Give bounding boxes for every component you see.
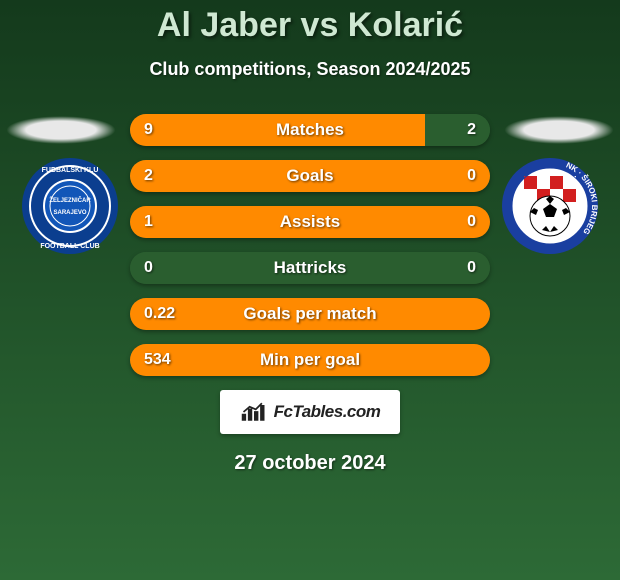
svg-text:ŽELJEZNIČAR: ŽELJEZNIČAR xyxy=(49,196,91,204)
stat-row: 534Min per goal xyxy=(130,344,490,376)
stat-label: Hattricks xyxy=(186,258,434,278)
page-title: Al Jaber vs Kolarić xyxy=(0,0,620,45)
zeljeznicar-badge-icon: FUDBALSKI KLU FOOTBALL CLUB ŽELJEZNIČAR … xyxy=(20,156,120,256)
stat-row: 9Matches2 xyxy=(130,114,490,146)
stat-label: Goals xyxy=(186,166,434,186)
source-logo-text: FcTables.com xyxy=(274,402,381,422)
stat-row: 0Hattricks0 xyxy=(130,252,490,284)
stat-label: Goals per match xyxy=(186,304,434,324)
subtitle: Club competitions, Season 2024/2025 xyxy=(0,59,620,80)
stat-label: Min per goal xyxy=(186,350,434,370)
stat-row: 0.22Goals per match xyxy=(130,298,490,330)
stat-value-right: 0 xyxy=(434,167,490,185)
source-logo: FcTables.com xyxy=(220,390,400,434)
stat-row: 2Goals0 xyxy=(130,160,490,192)
stat-value-left: 0.22 xyxy=(130,305,186,323)
shadow-disc-right xyxy=(504,116,614,144)
date-label: 27 october 2024 xyxy=(0,452,620,475)
stat-label: Matches xyxy=(186,120,434,140)
stat-value-left: 9 xyxy=(130,121,186,139)
stat-value-left: 534 xyxy=(130,351,186,369)
stat-value-right: 2 xyxy=(434,121,490,139)
content-area: FUDBALSKI KLU FOOTBALL CLUB ŽELJEZNIČAR … xyxy=(0,114,620,475)
stat-value-left: 0 xyxy=(130,259,186,277)
svg-text:FUDBALSKI KLU: FUDBALSKI KLU xyxy=(42,167,99,174)
siroki-brijeg-badge-icon: NK · ŠIROKI BRIJEG xyxy=(500,156,600,256)
stat-value-left: 2 xyxy=(130,167,186,185)
stat-row: 1Assists0 xyxy=(130,206,490,238)
comparison-card: Al Jaber vs Kolarić Club competitions, S… xyxy=(0,0,620,580)
stat-label: Assists xyxy=(186,212,434,232)
stat-value-left: 1 xyxy=(130,213,186,231)
stat-bars: 9Matches22Goals01Assists00Hattricks00.22… xyxy=(130,114,490,376)
stat-value-right: 0 xyxy=(434,259,490,277)
crest-left: FUDBALSKI KLU FOOTBALL CLUB ŽELJEZNIČAR … xyxy=(20,156,120,256)
shadow-disc-left xyxy=(6,116,116,144)
fctables-chart-icon xyxy=(240,400,268,424)
crest-right: NK · ŠIROKI BRIJEG xyxy=(500,156,600,256)
svg-text:SARAJEVO: SARAJEVO xyxy=(53,210,86,216)
svg-text:FOOTBALL CLUB: FOOTBALL CLUB xyxy=(40,243,99,250)
stat-value-right: 0 xyxy=(434,213,490,231)
